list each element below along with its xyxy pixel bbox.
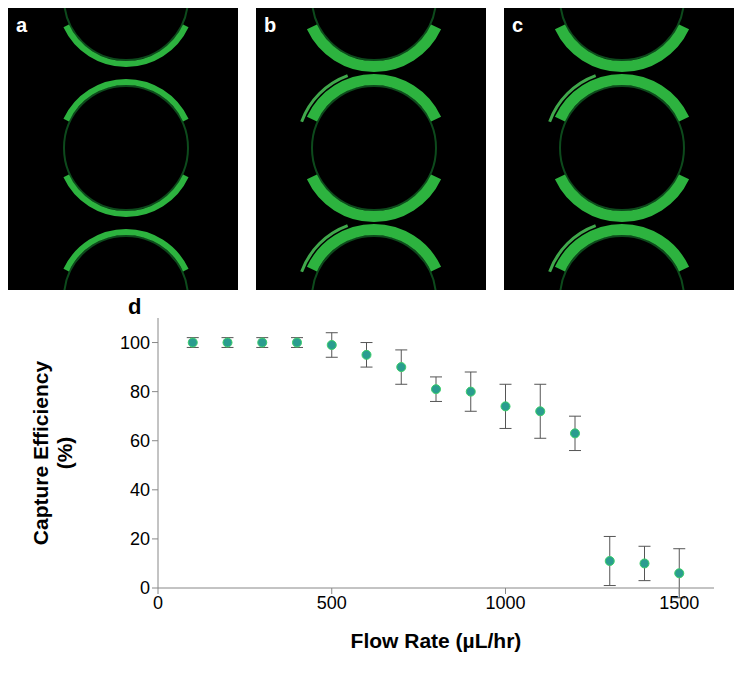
svg-text:Flow Rate (µL/hr): Flow Rate (µL/hr) (351, 629, 522, 652)
svg-text:c: c (512, 14, 523, 36)
svg-text:0: 0 (140, 578, 150, 598)
svg-text:20: 20 (130, 529, 150, 549)
html-text:Capture Efficiency: Capture Efficiency (29, 360, 52, 546)
html-text:d: d (128, 294, 142, 319)
svg-text:60: 60 (130, 431, 150, 451)
svg-text:40: 40 (130, 480, 150, 500)
svg-text:a: a (16, 14, 28, 36)
svg-text:1500: 1500 (659, 593, 699, 613)
svg-text:b: b (264, 14, 276, 36)
svg-text:500: 500 (317, 593, 347, 613)
svg-text:80: 80 (130, 382, 150, 402)
svg-text:0: 0 (153, 593, 163, 613)
svg-text:1000: 1000 (485, 593, 525, 613)
svg-text:100: 100 (120, 333, 150, 353)
